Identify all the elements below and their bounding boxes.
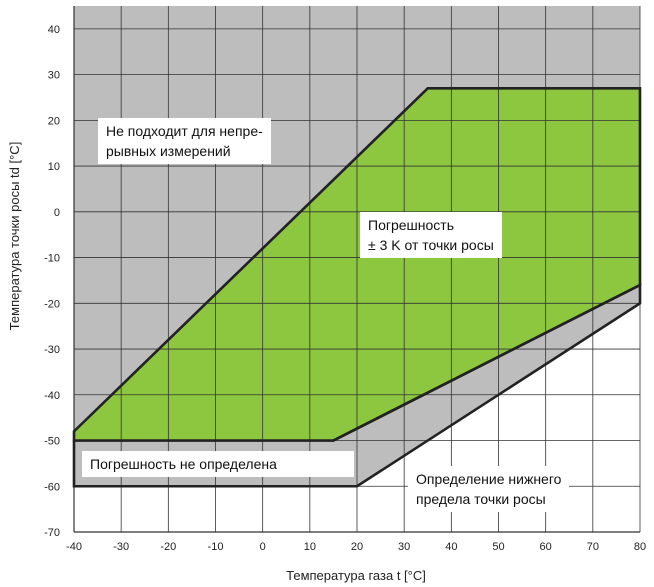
x-tick-label: -10: [208, 541, 224, 553]
x-tick-label: -30: [113, 541, 129, 553]
x-tick-label: -40: [66, 541, 82, 553]
y-tick-label: -10: [44, 253, 60, 265]
lower-limit-label: Определение нижнего предела точки росы: [408, 466, 570, 512]
y-tick-label: 0: [54, 207, 60, 219]
x-tick-label: -20: [160, 541, 176, 553]
y-tick-label: -40: [44, 390, 60, 402]
y-tick-label: -20: [44, 298, 60, 310]
x-tick-label: 30: [398, 541, 410, 553]
y-tick-label: 20: [48, 115, 60, 127]
x-tick-label: 80: [634, 541, 646, 553]
y-tick-label: 40: [48, 24, 60, 36]
x-tick-label: 0: [260, 541, 266, 553]
x-tick-label: 70: [587, 541, 599, 553]
undefined-accuracy-label: Погрешность не определена: [82, 451, 354, 477]
region-boundaries: [72, 87, 642, 488]
unsuitable-region-label: Не подходит для непре- рывных измерений: [98, 118, 271, 164]
x-tick-label: 60: [540, 541, 552, 553]
x-tick-label: 20: [351, 541, 363, 553]
x-tick-label: 50: [492, 541, 504, 553]
y-tick-label: 10: [48, 161, 60, 173]
x-tick-label: 40: [445, 541, 457, 553]
y-tick-label: -50: [44, 436, 60, 448]
x-tick-label: 10: [304, 541, 316, 553]
y-axis-title: Температура точки росы td [°C]: [7, 142, 22, 331]
lower-limit-boundary: [72, 282, 642, 488]
y-tick-label: -30: [44, 344, 60, 356]
y-tick-label: -60: [44, 481, 60, 493]
y-axis-ticks: -70 -60 -50 -40 -30 -20 -10 0 10 20 30 40: [44, 24, 60, 539]
x-axis-ticks: -40 -30 -20 -10 0 10 20 30 40 50 60 70 80: [66, 541, 646, 553]
y-tick-label: -70: [44, 527, 60, 539]
accuracy-region-label: Погрешность ± 3 K от точки росы: [360, 212, 502, 258]
y-tick-label: 30: [48, 70, 60, 82]
x-axis-title: Температура газа t [°C]: [286, 568, 426, 583]
